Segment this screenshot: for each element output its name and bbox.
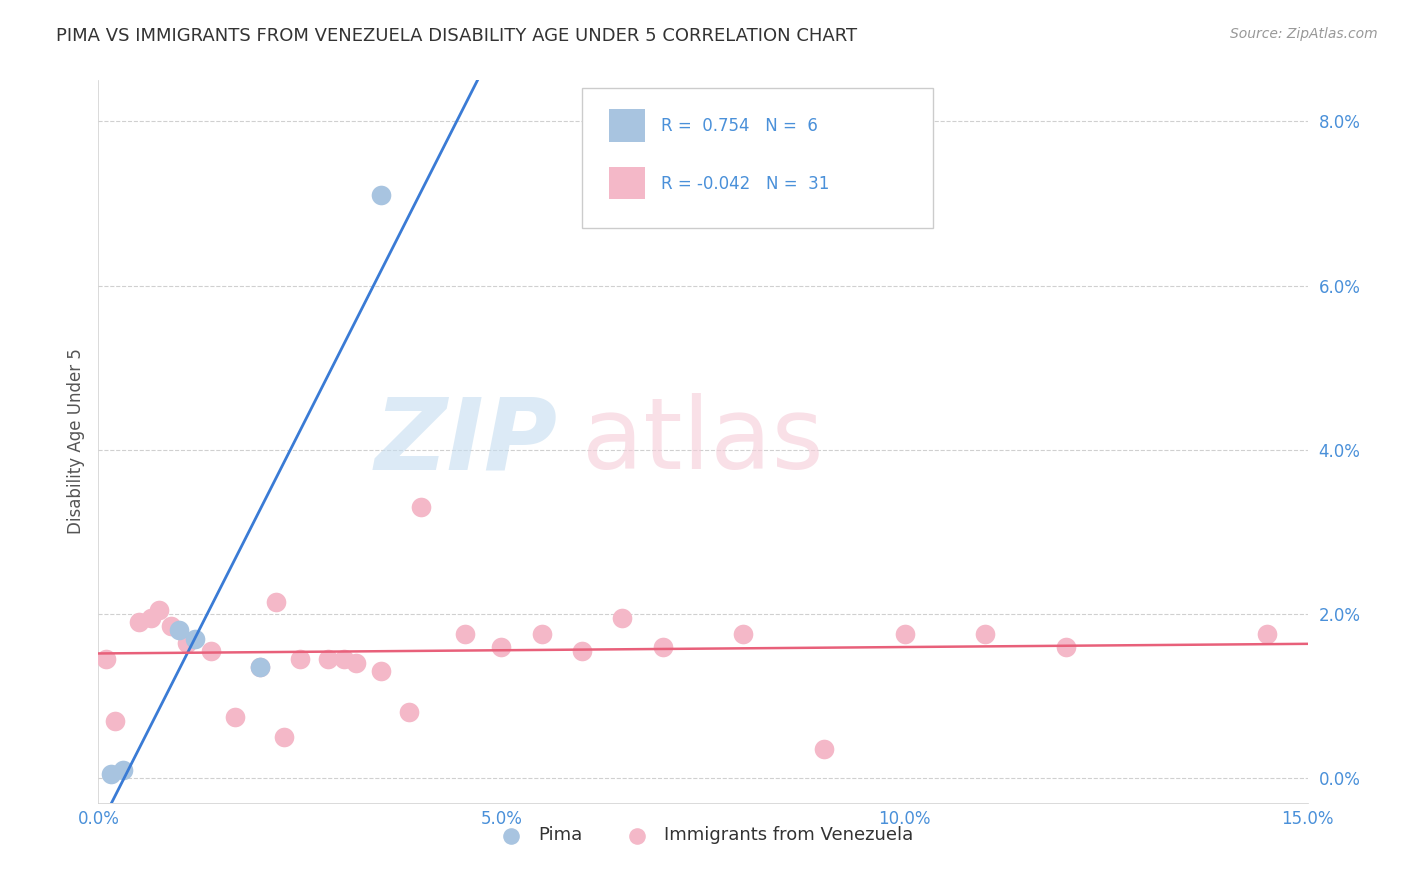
Point bbox=[249, 660, 271, 674]
Text: R =  0.754   N =  6: R = 0.754 N = 6 bbox=[661, 117, 817, 135]
Point bbox=[288, 652, 311, 666]
Point bbox=[128, 615, 150, 630]
Point bbox=[344, 657, 367, 671]
Point bbox=[530, 627, 553, 641]
Point bbox=[184, 632, 207, 646]
Point bbox=[974, 627, 997, 641]
Point bbox=[224, 709, 246, 723]
Point bbox=[160, 619, 183, 633]
FancyBboxPatch shape bbox=[582, 87, 932, 228]
Point bbox=[103, 714, 125, 728]
Point bbox=[264, 594, 287, 608]
Text: PIMA VS IMMIGRANTS FROM VENEZUELA DISABILITY AGE UNDER 5 CORRELATION CHART: PIMA VS IMMIGRANTS FROM VENEZUELA DISABI… bbox=[56, 27, 858, 45]
Point bbox=[167, 624, 190, 638]
Point bbox=[813, 742, 835, 756]
Point bbox=[612, 611, 634, 625]
Point bbox=[651, 640, 673, 654]
Point bbox=[176, 636, 198, 650]
Point bbox=[316, 652, 339, 666]
Point bbox=[409, 500, 432, 515]
Y-axis label: Disability Age Under 5: Disability Age Under 5 bbox=[66, 349, 84, 534]
Text: ZIP: ZIP bbox=[375, 393, 558, 490]
Point bbox=[148, 603, 170, 617]
Point bbox=[370, 188, 392, 202]
Text: atlas: atlas bbox=[582, 393, 824, 490]
Point bbox=[273, 730, 295, 744]
Point bbox=[370, 665, 392, 679]
Point bbox=[249, 660, 271, 674]
Point bbox=[491, 640, 513, 654]
Point bbox=[96, 652, 118, 666]
Point bbox=[100, 767, 122, 781]
Point bbox=[200, 644, 222, 658]
Point bbox=[1054, 640, 1077, 654]
Point bbox=[139, 611, 162, 625]
Legend: Pima, Immigrants from Venezuela: Pima, Immigrants from Venezuela bbox=[486, 819, 920, 852]
Point bbox=[454, 627, 477, 641]
Bar bbox=[609, 167, 645, 200]
Point bbox=[733, 627, 755, 641]
Text: R = -0.042   N =  31: R = -0.042 N = 31 bbox=[661, 175, 830, 193]
Point bbox=[111, 763, 134, 777]
Bar bbox=[609, 109, 645, 142]
Point bbox=[333, 652, 356, 666]
Point bbox=[571, 644, 593, 658]
Point bbox=[893, 627, 915, 641]
Point bbox=[398, 706, 420, 720]
Text: Source: ZipAtlas.com: Source: ZipAtlas.com bbox=[1230, 27, 1378, 41]
Point bbox=[1256, 627, 1278, 641]
